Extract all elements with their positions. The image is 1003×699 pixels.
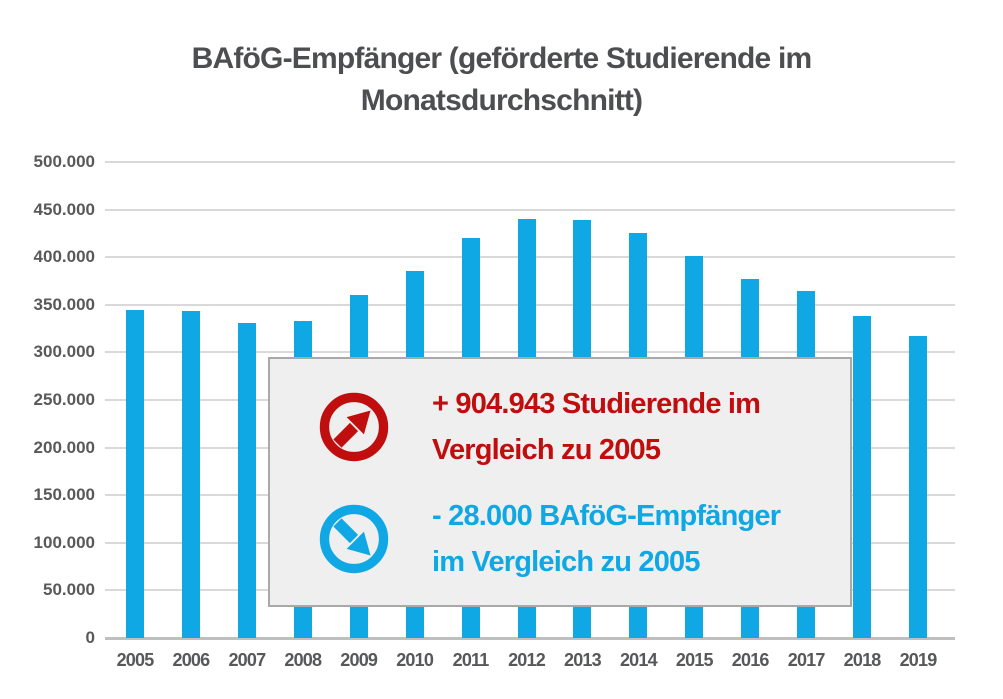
x-axis-tick-label: 2012 <box>508 650 546 670</box>
x-axis-tick-label: 2006 <box>172 650 211 670</box>
x-axis-tick-label: 2016 <box>731 650 770 670</box>
annotation-decrease-line2: im Vergleich zu 2005 <box>432 546 701 578</box>
bar-2006 <box>181 311 200 638</box>
chart-title: BAföG-Empfänger (geförderte Studierende … <box>0 38 1003 122</box>
x-axis-tick-label: 2013 <box>564 650 602 670</box>
y-axis-tick-label: 100.000 <box>33 532 95 552</box>
annotation-box: + 904.943 Studierende im Vergleich zu 20… <box>268 357 852 607</box>
annotation-increase-line2: Vergleich zu 2005 <box>432 434 661 466</box>
x-axis-tick-label: 2017 <box>787 650 826 670</box>
annotation-increase: + 904.943 Studierende im Vergleich zu 20… <box>270 381 850 473</box>
bar-2007 <box>237 322 256 638</box>
y-axis-tick-label: 200.000 <box>33 437 95 457</box>
y-axis-tick-label: 150.000 <box>33 485 95 505</box>
x-axis-line <box>105 637 955 640</box>
y-axis-tick-label: 250.000 <box>33 390 95 409</box>
y-axis-tick-label: 350.000 <box>33 294 95 314</box>
annotation-decrease: - 28.000 BAföG-Empfänger im Vergleich zu… <box>270 493 850 585</box>
x-axis-tick-label: 2010 <box>396 650 434 670</box>
x-axis-tick-label: 2019 <box>899 650 938 670</box>
x-axis-tick-label: 2009 <box>340 650 378 670</box>
bar-2005 <box>126 309 144 638</box>
chart-title-line2: Monatsdurchschnitt) <box>360 84 643 117</box>
y-axis-tick-label: 450.000 <box>33 199 95 219</box>
annotation-increase-line1: + 904.943 Studierende im <box>432 388 761 420</box>
annotation-decrease-text: - 28.000 BAföG-Empfänger im Vergleich zu… <box>432 493 781 585</box>
x-axis-tick-label: 2007 <box>228 650 266 670</box>
y-axis-tick-label: 300.000 <box>33 342 95 362</box>
arrow-up-right-circle-icon <box>319 392 389 462</box>
x-axis-tick-label: 2008 <box>284 650 322 670</box>
gridline <box>105 161 955 163</box>
arrow-down-right-circle-icon <box>319 504 389 574</box>
y-axis-tick-label: 50.000 <box>43 580 95 600</box>
annotation-increase-text: + 904.943 Studierende im Vergleich zu 20… <box>432 381 761 473</box>
y-axis-tick-label: 400.000 <box>33 247 95 267</box>
annotation-decrease-line1: - 28.000 BAföG-Empfänger <box>432 500 781 532</box>
x-axis-tick-label: 2014 <box>619 650 658 670</box>
gridline <box>105 208 955 211</box>
bar-2019 <box>909 336 928 638</box>
x-axis-tick-label: 2011 <box>452 650 490 670</box>
x-axis-tick-label: 2005 <box>116 650 155 670</box>
y-axis-tick-label: 0 <box>85 628 95 647</box>
chart-title-line1: BAföG-Empfänger (geförderte Studierende … <box>191 42 813 75</box>
x-axis-tick-label: 2015 <box>675 650 714 670</box>
x-axis-tick-label: 2018 <box>843 650 882 670</box>
bar-2018 <box>853 316 872 638</box>
y-axis-tick-label: 500.000 <box>33 152 95 171</box>
